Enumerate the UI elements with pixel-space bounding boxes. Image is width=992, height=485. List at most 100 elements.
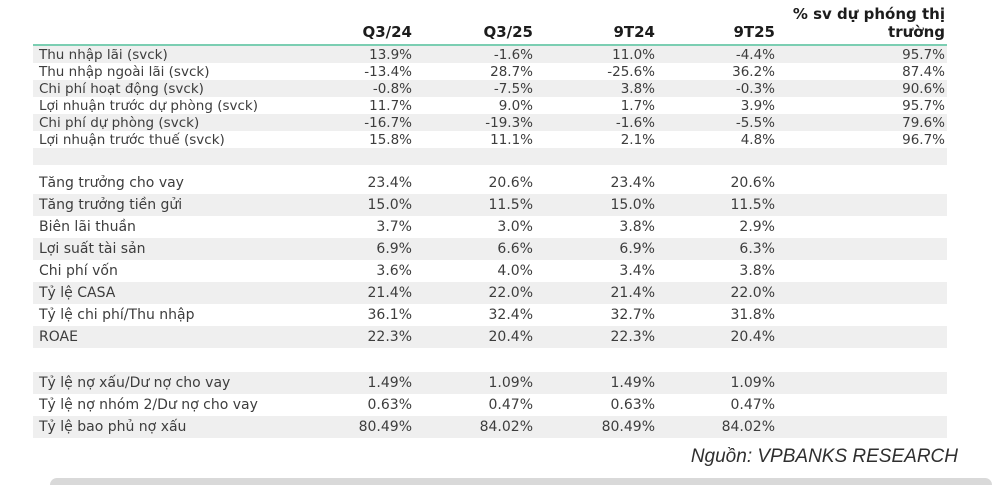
cell-value: 20.6%: [730, 175, 775, 191]
header-q3-24: Q3/24: [362, 23, 412, 41]
cell-value: 11.5%: [488, 197, 533, 213]
section-gap: [33, 348, 947, 372]
cell-value: -25.6%: [607, 63, 655, 80]
table-row: Tỷ lệ chi phí/Thu nhập 36.1% 32.4% 32.7% 31.…: [33, 304, 947, 326]
cell-value: 22.0%: [730, 285, 775, 301]
cell-value: 87.4%: [902, 63, 945, 80]
cell-value: 2.9%: [739, 219, 775, 235]
cell-value: 28.7%: [490, 63, 533, 80]
table-row: Thu nhập ngoài lãi (svck) -13.4% 28.7% -25.…: [33, 63, 947, 80]
table-row: Tỷ lệ nợ nhóm 2/Dư nợ cho vay 0.63% 0.47% 0…: [33, 394, 947, 416]
cell-value: 3.4%: [619, 263, 655, 279]
cell-value: 95.7%: [902, 97, 945, 114]
cell-value: 3.8%: [620, 80, 655, 97]
source-note: Nguồn: VPBANKS RESEARCH: [690, 446, 958, 467]
cell-value: -13.4%: [364, 63, 412, 80]
section-gap: [33, 165, 947, 172]
row-label: Lợi nhuận trước thuế (svck): [39, 131, 225, 148]
section-operating-ratios: Tăng trưởng cho vay 23.4% 20.6% 23.4% 20.6% T…: [33, 172, 947, 348]
row-label: Chi phí vốn: [39, 263, 118, 279]
header-blank: [33, 41, 333, 44]
cell-value: -5.5%: [735, 114, 775, 131]
cell-value: 21.4%: [610, 285, 655, 301]
row-label: ROAE: [39, 329, 78, 345]
cell-value: -4.4%: [735, 46, 775, 63]
cell-value: 6.9%: [619, 241, 655, 257]
cell-value: 11.0%: [612, 46, 655, 63]
cell-value: 32.4%: [488, 307, 533, 323]
cell-value: 21.4%: [367, 285, 412, 301]
cell-value: 11.7%: [369, 97, 412, 114]
cell-value: 36.1%: [367, 307, 412, 323]
cell-value: 2.1%: [620, 131, 655, 148]
table-row: Tỷ lệ bao phủ nợ xấu 80.49% 84.02% 80.49% 84…: [33, 416, 947, 438]
cell-value: 3.7%: [376, 219, 412, 235]
cell-value: -19.3%: [485, 114, 533, 131]
table-row: ROAE 22.3% 20.4% 22.3% 20.4%: [33, 326, 947, 348]
cell-value: 15.0%: [610, 197, 655, 213]
cell-value: 1.09%: [488, 375, 533, 391]
cell-value: 1.09%: [730, 375, 775, 391]
row-label: Tỷ lệ nợ nhóm 2/Dư nợ cho vay: [39, 397, 258, 413]
table-row: Chi phí dự phòng (svck) -16.7% -19.3% -1.6%…: [33, 114, 947, 131]
cell-value: 22.3%: [367, 329, 412, 345]
cell-value: 1.7%: [620, 97, 655, 114]
cell-value: -7.5%: [493, 80, 533, 97]
cell-value: 6.9%: [376, 241, 412, 257]
header-vs-forecast-line2: trường: [888, 23, 945, 41]
table-row: Tăng trưởng tiền gửi 15.0% 11.5% 15.0% 11.5%: [33, 194, 947, 216]
cell-value: 3.8%: [619, 219, 655, 235]
cell-value: 3.8%: [739, 263, 775, 279]
row-label: Thu nhập ngoài lãi (svck): [39, 63, 210, 80]
row-label: Tỷ lệ bao phủ nợ xấu: [39, 419, 187, 435]
row-label: Chi phí hoạt động (svck): [39, 80, 204, 97]
cell-value: 4.0%: [497, 263, 533, 279]
cell-value: 9.0%: [498, 97, 533, 114]
cell-value: 23.4%: [367, 175, 412, 191]
row-label: Chi phí dự phòng (svck): [39, 114, 200, 131]
cell-value: 84.02%: [721, 419, 775, 435]
cell-value: 79.6%: [902, 114, 945, 131]
cell-value: 3.0%: [497, 219, 533, 235]
cell-value: 32.7%: [610, 307, 655, 323]
cell-value: 23.4%: [610, 175, 655, 191]
cell-value: 11.5%: [730, 197, 775, 213]
row-label: Tỷ lệ chi phí/Thu nhập: [39, 307, 195, 323]
cell-value: 31.8%: [730, 307, 775, 323]
cell-value: 0.47%: [730, 397, 775, 413]
cell-value: 22.0%: [488, 285, 533, 301]
row-label: Lợi suất tài sản: [39, 241, 146, 257]
horizontal-scrollbar[interactable]: [50, 478, 992, 485]
cell-value: 90.6%: [902, 80, 945, 97]
section-income-statement: Thu nhập lãi (svck) 13.9% -1.6% 11.0% -4.4% 9…: [33, 46, 947, 148]
cell-value: 0.63%: [367, 397, 412, 413]
cell-value: 6.3%: [739, 241, 775, 257]
financial-table: Q3/24 Q3/25 9T24 9T25 % sv dự phóng thị …: [33, 0, 947, 438]
table-row: Tỷ lệ nợ xấu/Dư nợ cho vay 1.49% 1.09% 1.49…: [33, 372, 947, 394]
row-label: Tỷ lệ CASA: [39, 285, 116, 301]
cell-value: -16.7%: [364, 114, 412, 131]
row-label: Thu nhập lãi (svck): [39, 46, 168, 63]
header-9t25: 9T25: [733, 23, 775, 41]
cell-value: -0.8%: [372, 80, 412, 97]
cell-value: 0.63%: [610, 397, 655, 413]
table-header-row: Q3/24 Q3/25 9T24 9T25 % sv dự phóng thị …: [33, 0, 947, 44]
cell-value: 96.7%: [902, 131, 945, 148]
cell-value: 20.4%: [488, 329, 533, 345]
cell-value: 20.6%: [488, 175, 533, 191]
cell-value: 84.02%: [479, 419, 533, 435]
cell-value: 15.0%: [367, 197, 412, 213]
table-row: Chi phí vốn 3.6% 4.0% 3.4% 3.8%: [33, 260, 947, 282]
cell-value: 80.49%: [358, 419, 412, 435]
table-row: Chi phí hoạt động (svck) -0.8% -7.5% 3.8% -0…: [33, 80, 947, 97]
table-row: Tỷ lệ CASA 21.4% 22.0% 21.4% 22.0%: [33, 282, 947, 304]
cell-value: -0.3%: [735, 80, 775, 97]
header-vs-forecast-line1: % sv dự phóng thị: [792, 5, 945, 23]
header-vs-forecast: % sv dự phóng thị trường: [775, 5, 947, 44]
cell-value: 22.3%: [610, 329, 655, 345]
cell-value: 3.9%: [740, 97, 775, 114]
row-label: Biên lãi thuần: [39, 219, 136, 235]
cell-value: 15.8%: [369, 131, 412, 148]
cell-value: -1.6%: [493, 46, 533, 63]
